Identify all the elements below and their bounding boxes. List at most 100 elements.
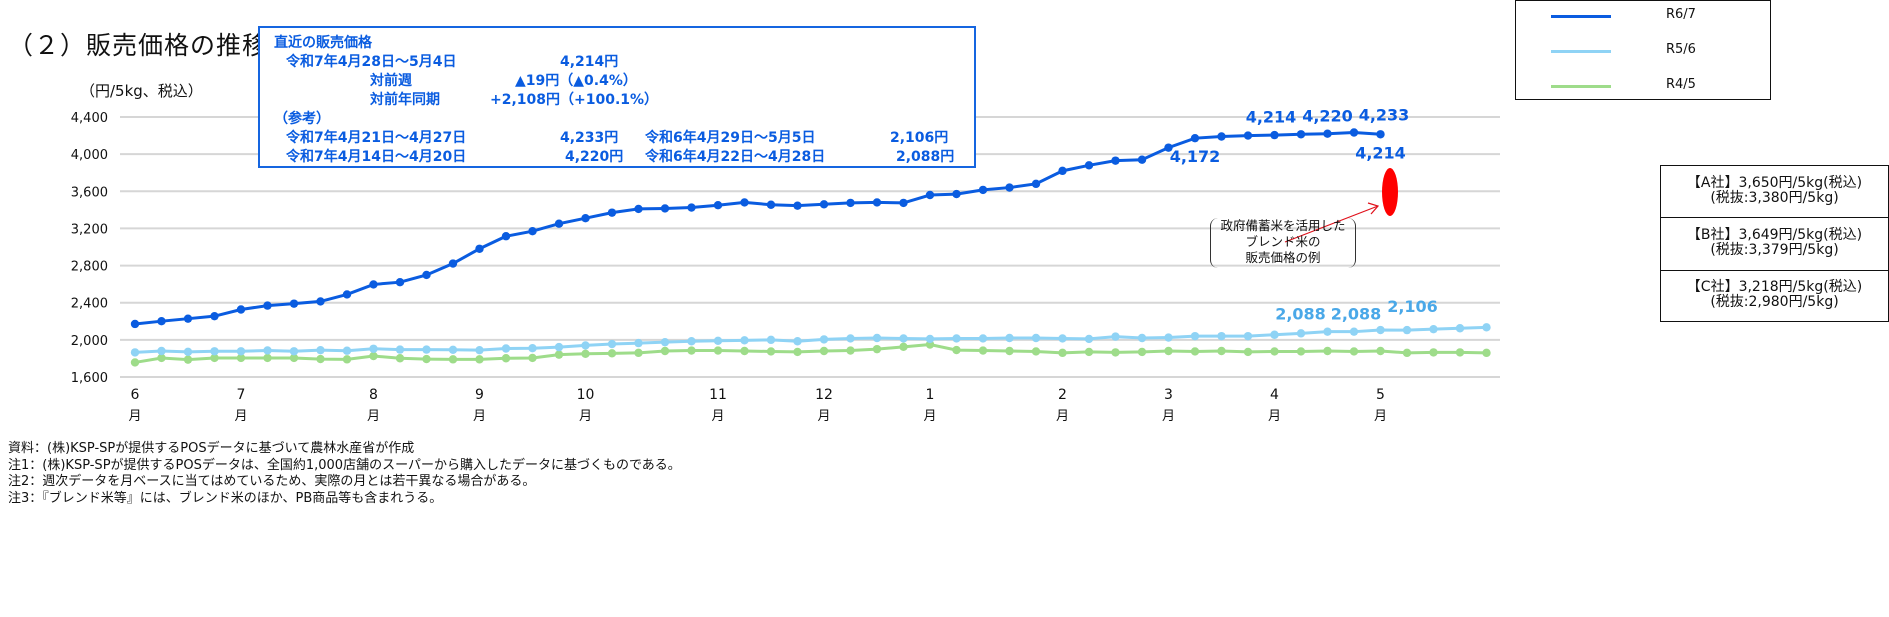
data-point-R5-6 bbox=[369, 344, 378, 353]
data-point-R6-7 bbox=[1349, 128, 1359, 137]
blend-rice-caption: 政府備蓄米を活用した ブレンド米の 販売価格の例 bbox=[1210, 218, 1356, 268]
ref-price: 4,233円 bbox=[560, 130, 619, 146]
data-point-R4-5 bbox=[952, 345, 961, 355]
x-tick-month: 6 bbox=[131, 387, 140, 403]
data-point-R6-7 bbox=[475, 244, 484, 253]
data-point-R4-5 bbox=[819, 346, 829, 356]
data-point-R5-6 bbox=[899, 334, 908, 343]
data-label: 2,088 bbox=[1331, 305, 1382, 324]
data-point-R5-6 bbox=[1402, 325, 1412, 335]
data-point-R4-5 bbox=[1164, 346, 1173, 356]
legend-item-r6-7: R6/7 bbox=[1516, 6, 1770, 26]
data-point-R5-6 bbox=[687, 337, 696, 346]
x-tick-month: 11 bbox=[709, 387, 727, 403]
legend-swatch bbox=[1551, 85, 1611, 88]
data-point-R6-7 bbox=[607, 208, 617, 217]
data-point-R4-5 bbox=[740, 346, 749, 356]
company-price: 【B社】3,649円/5kg(税込) bbox=[1686, 227, 1863, 243]
yoy-value: +2,108円（+100.1%） bbox=[490, 92, 659, 108]
annotation-arrow bbox=[1284, 205, 1379, 243]
data-point-R4-5 bbox=[793, 347, 802, 357]
data-point-R4-5 bbox=[1190, 347, 1200, 356]
data-point-R5-6 bbox=[740, 336, 749, 345]
y-tick-label: 1,600 bbox=[71, 371, 108, 386]
data-point-R6-7 bbox=[634, 204, 643, 214]
y-tick-label: 2,000 bbox=[71, 334, 108, 349]
data-point-R5-6 bbox=[1058, 334, 1067, 343]
data-point-R4-5 bbox=[263, 353, 272, 363]
data-point-R5-6 bbox=[1376, 325, 1385, 335]
data-point-R6-7 bbox=[528, 227, 537, 236]
x-tick-month-unit: 月 bbox=[817, 409, 830, 424]
x-tick-month-unit: 月 bbox=[234, 409, 247, 424]
data-point-R5-6 bbox=[422, 345, 431, 354]
data-point-R6-7 bbox=[1217, 132, 1226, 141]
data-point-R5-6 bbox=[1243, 331, 1253, 341]
data-point-R5-6 bbox=[1429, 324, 1438, 334]
x-tick-month-unit: 月 bbox=[1268, 409, 1281, 424]
y-tick-label: 2,800 bbox=[71, 260, 108, 275]
data-point-R4-5 bbox=[554, 350, 564, 359]
data-point-R5-6 bbox=[925, 334, 935, 344]
data-point-R4-5 bbox=[395, 354, 405, 363]
data-point-R4-5 bbox=[634, 348, 643, 358]
data-point-R6-7 bbox=[925, 190, 935, 200]
data-point-R5-6 bbox=[793, 337, 802, 346]
source-notes: 資料：(株)KSP-SPが提供するPOSデータに基づいて農林水産省が作成 注1：… bbox=[8, 441, 681, 508]
data-point-R4-5 bbox=[369, 351, 378, 361]
x-tick-month-unit: 月 bbox=[711, 409, 724, 424]
data-point-R4-5 bbox=[1349, 347, 1359, 356]
data-point-R6-7 bbox=[872, 198, 882, 207]
note-2: 注2：週次データを月ベースに当てはめているため、実際の月とは若干異なる場合がある… bbox=[8, 474, 536, 490]
latest-price-info-box: 直近の販売価格 令和7年4月28日～5月4日 4,214円 対前週 ▲19円（▲… bbox=[258, 26, 976, 168]
x-tick-month-unit: 月 bbox=[923, 409, 936, 424]
data-point-R5-6 bbox=[1084, 334, 1094, 344]
company-b-price-box: 【B社】3,649円/5kg(税込) (税抜:3,379円/5kg) bbox=[1660, 217, 1889, 271]
data-point-R6-7 bbox=[1243, 131, 1253, 140]
ref-prev-period: 令和6年4月22日～4月28日 bbox=[645, 149, 826, 165]
ref-period: 令和7年4月21日～4月27日 bbox=[286, 130, 467, 146]
data-point-R5-6 bbox=[210, 347, 219, 356]
series-line-R6-7 bbox=[134, 131, 1381, 326]
data-point-R6-7 bbox=[793, 201, 802, 210]
x-tick-month: 3 bbox=[1164, 387, 1173, 403]
data-point-R5-6 bbox=[1217, 331, 1226, 341]
data-point-R4-5 bbox=[1058, 348, 1067, 358]
data-point-R5-6 bbox=[130, 348, 140, 357]
data-point-R6-7 bbox=[1296, 130, 1306, 139]
data-point-R4-5 bbox=[1482, 348, 1491, 358]
y-tick-label: 3,600 bbox=[71, 185, 108, 200]
company-price-excl-tax: (税抜:2,980円/5kg) bbox=[1710, 294, 1839, 310]
data-point-R5-6 bbox=[952, 334, 961, 343]
data-point-R5-6 bbox=[978, 334, 988, 343]
data-point-R5-6 bbox=[289, 347, 299, 356]
data-point-R5-6 bbox=[660, 337, 670, 347]
data-point-R4-5 bbox=[1402, 348, 1412, 358]
ref-period: 令和7年4月14日～4月20日 bbox=[286, 149, 467, 165]
x-tick-month: 8 bbox=[369, 387, 378, 403]
data-point-R5-6 bbox=[607, 339, 617, 349]
y-tick-label: 2,400 bbox=[71, 297, 108, 312]
x-tick-month: 12 bbox=[815, 387, 833, 403]
series-line-R4-5 bbox=[134, 342, 1487, 364]
data-point-R5-6 bbox=[1455, 324, 1465, 333]
data-point-R5-6 bbox=[1137, 333, 1147, 343]
data-point-R4-5 bbox=[1429, 348, 1438, 357]
data-point-R6-7 bbox=[342, 290, 352, 299]
data-point-R6-7 bbox=[1164, 143, 1173, 152]
y-tick-label: 4,000 bbox=[71, 148, 108, 163]
data-point-R5-6 bbox=[846, 334, 855, 343]
x-tick-month-unit: 月 bbox=[579, 409, 592, 424]
note-3: 注3：『ブレンド米等』には、ブレンド米のほか、PB商品等も含まれうる。 bbox=[8, 491, 443, 507]
data-point-R4-5 bbox=[316, 354, 325, 364]
data-point-R5-6 bbox=[554, 342, 564, 352]
data-point-R4-5 bbox=[1111, 348, 1120, 357]
data-point-R4-5 bbox=[448, 355, 458, 364]
x-tick-month-unit: 月 bbox=[1374, 409, 1387, 424]
company-a-price-box: 【A社】3,650円/5kg(税込) (税抜:3,380円/5kg) bbox=[1660, 165, 1889, 218]
data-point-R6-7 bbox=[1005, 183, 1014, 192]
data-point-R4-5 bbox=[157, 353, 166, 363]
data-point-R5-6 bbox=[263, 346, 272, 355]
data-point-R4-5 bbox=[130, 358, 140, 367]
caption-line: 政府備蓄米を活用した bbox=[1220, 218, 1346, 233]
